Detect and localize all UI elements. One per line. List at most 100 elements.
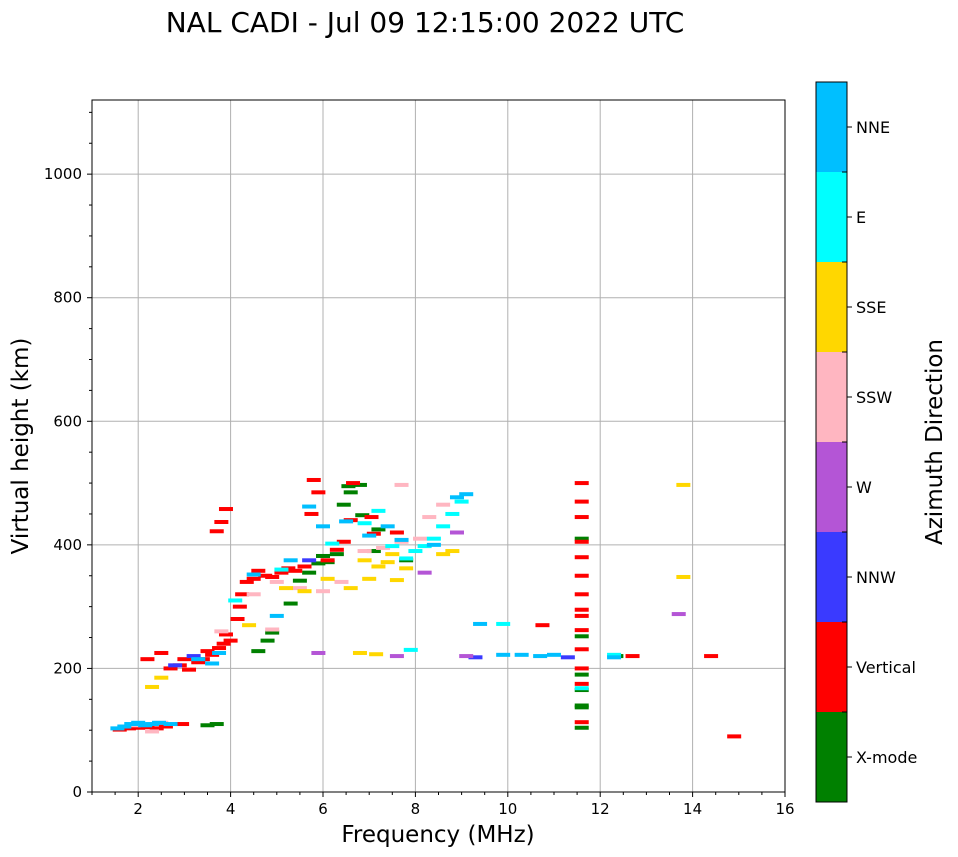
data-point-ssw [292,586,307,591]
data-point-vertical [177,657,192,662]
data-point-vertical [336,539,351,544]
data-point-e [385,544,400,549]
data-point-nne [459,492,474,497]
data-point-vertical [265,574,280,579]
data-point-vertical [154,650,169,655]
data-point-sse [279,586,294,591]
data-point-vertical [704,654,719,659]
data-point-e [228,598,243,603]
data-point-x-mode [574,634,589,639]
data-point-vertical [535,623,550,628]
data-point-e [574,686,589,691]
colorbar-segment [816,82,847,172]
data-point-nnw [168,663,183,668]
data-point-x-mode [574,536,589,541]
data-point-nne [362,533,377,538]
data-point-ssw [422,515,437,520]
data-point-vertical [329,547,344,552]
data-point-w [449,530,464,535]
data-point-x-mode [574,725,589,730]
data-point-x-mode [366,549,381,554]
data-point-e [325,541,340,546]
data-point-x-mode [260,638,275,643]
colorbar-segment [816,172,847,262]
data-point-vertical [364,515,379,520]
data-point-w [311,650,326,655]
data-point-nne [302,504,317,509]
data-point-sse [445,549,460,554]
data-point-vertical [149,726,164,731]
data-point-vertical [163,666,178,671]
data-point-vertical [212,646,227,651]
colorbar-tick-label: SSE [856,298,886,317]
data-point-e [274,567,289,572]
data-point-vertical [574,613,589,618]
colorbar-tick-label: SSW [856,388,892,407]
data-point-nne [163,722,178,727]
data-point-nne [473,621,488,626]
data-point-sse [352,650,367,655]
data-point-x-mode [292,578,307,583]
colorbar-segment [816,442,847,532]
data-point-sse [380,560,395,565]
data-point-sse [145,684,160,689]
data-point-ssw [145,729,160,734]
data-point-w [671,612,686,617]
data-point-x-mode [200,723,215,728]
data-point-nnw [468,655,483,660]
data-point-x-mode [371,527,386,532]
plot-frame [91,99,786,793]
data-point-e [436,524,451,529]
data-point-vertical [175,722,190,727]
data-point-nne [426,542,441,547]
x-tick-label: 4 [226,800,236,818]
data-point-nne [316,524,330,529]
x-axis-label: Frequency (MHz) [341,822,534,848]
grid [92,100,785,792]
data-point-sse [399,566,414,571]
chart-title: NAL CADI - Jul 09 12:15:00 2022 UTC [166,6,685,39]
y-axis-label: Virtual height (km) [8,338,34,555]
colorbar-tick-label: Vertical [856,658,916,677]
data-point-sse [385,552,400,557]
data-point-ssw [265,627,280,632]
data-point-vertical [214,519,229,524]
data-point-vertical [574,573,589,578]
data-point-vertical [574,592,589,597]
data-point-vertical [216,641,231,646]
colorbar-tick-label: X-mode [856,748,917,767]
y-tick-label: 600 [53,412,82,430]
data-point-x-mode [265,630,280,635]
data-point-nne [246,572,261,577]
data-point-w [389,654,404,659]
colorbar-segment [816,712,847,802]
data-point-vertical [191,660,206,665]
data-point-w [417,570,432,575]
data-point-sse [242,623,257,628]
x-tick-label: 14 [683,800,702,818]
data-point-e [426,536,441,541]
colorbar-tick-label: E [856,208,866,227]
data-point-sse [389,578,404,583]
data-point-nne [514,652,529,657]
data-point-nne [339,519,354,524]
data-point-e [445,511,460,516]
data-point-vertical [246,576,261,581]
data-point-e [403,647,418,652]
data-point-nne [607,655,622,660]
data-point-x-mode [302,570,317,575]
data-point-vertical [574,481,589,486]
data-point-nne [212,650,227,655]
data-point-vertical [574,499,589,504]
data-point-sse [357,558,372,563]
x-tick-label: 2 [133,800,143,818]
colorbar-segment [816,532,847,622]
data-point-x-mode [574,672,589,677]
data-point-x-mode [355,513,370,518]
data-point-vertical [346,481,361,486]
data-point-vertical [131,725,146,730]
data-point-vertical [239,579,254,584]
colorbar-tick-label: W [856,478,872,497]
data-point-ssw [436,502,451,507]
